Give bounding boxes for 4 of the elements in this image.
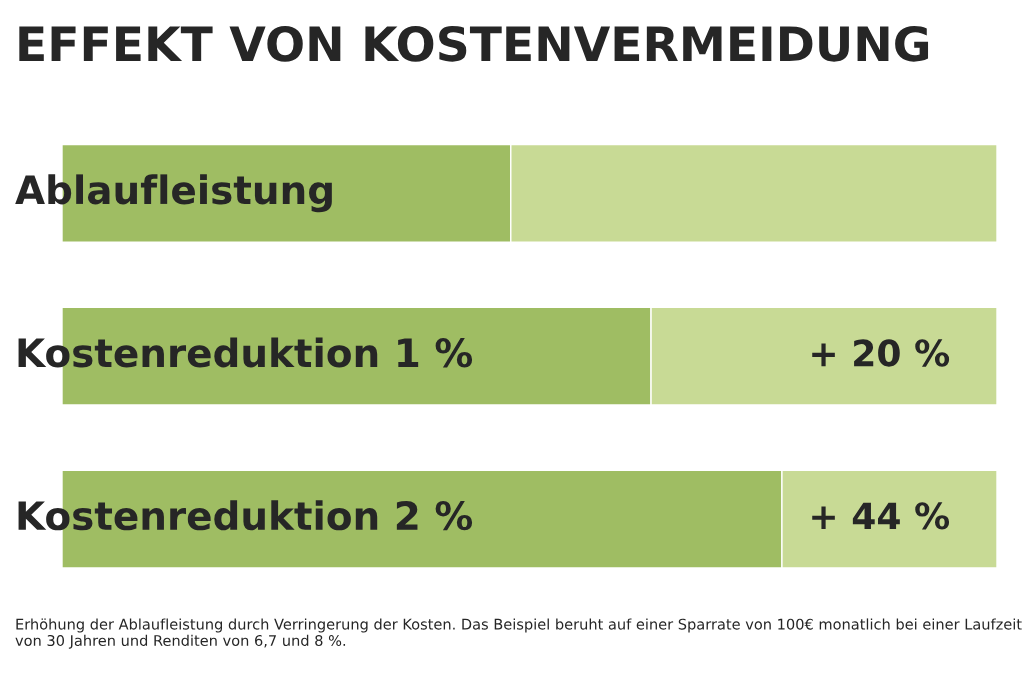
chart-title: EFFEKT VON KOSTENVERMEIDUNG	[19, 25, 929, 62]
annotation: + 20 %	[812, 339, 950, 367]
annotation: + 44 %	[812, 502, 950, 530]
text: Erhöhung der Ablaufleistung durch Verringerung der Kosten. Das Beispiel beruht auf einer Sparrate von 100€ monatlich bei einer Laufzeit von 30 Jahren und Renditen von 6,7 und 8 %.	[15, 618, 1022, 649]
